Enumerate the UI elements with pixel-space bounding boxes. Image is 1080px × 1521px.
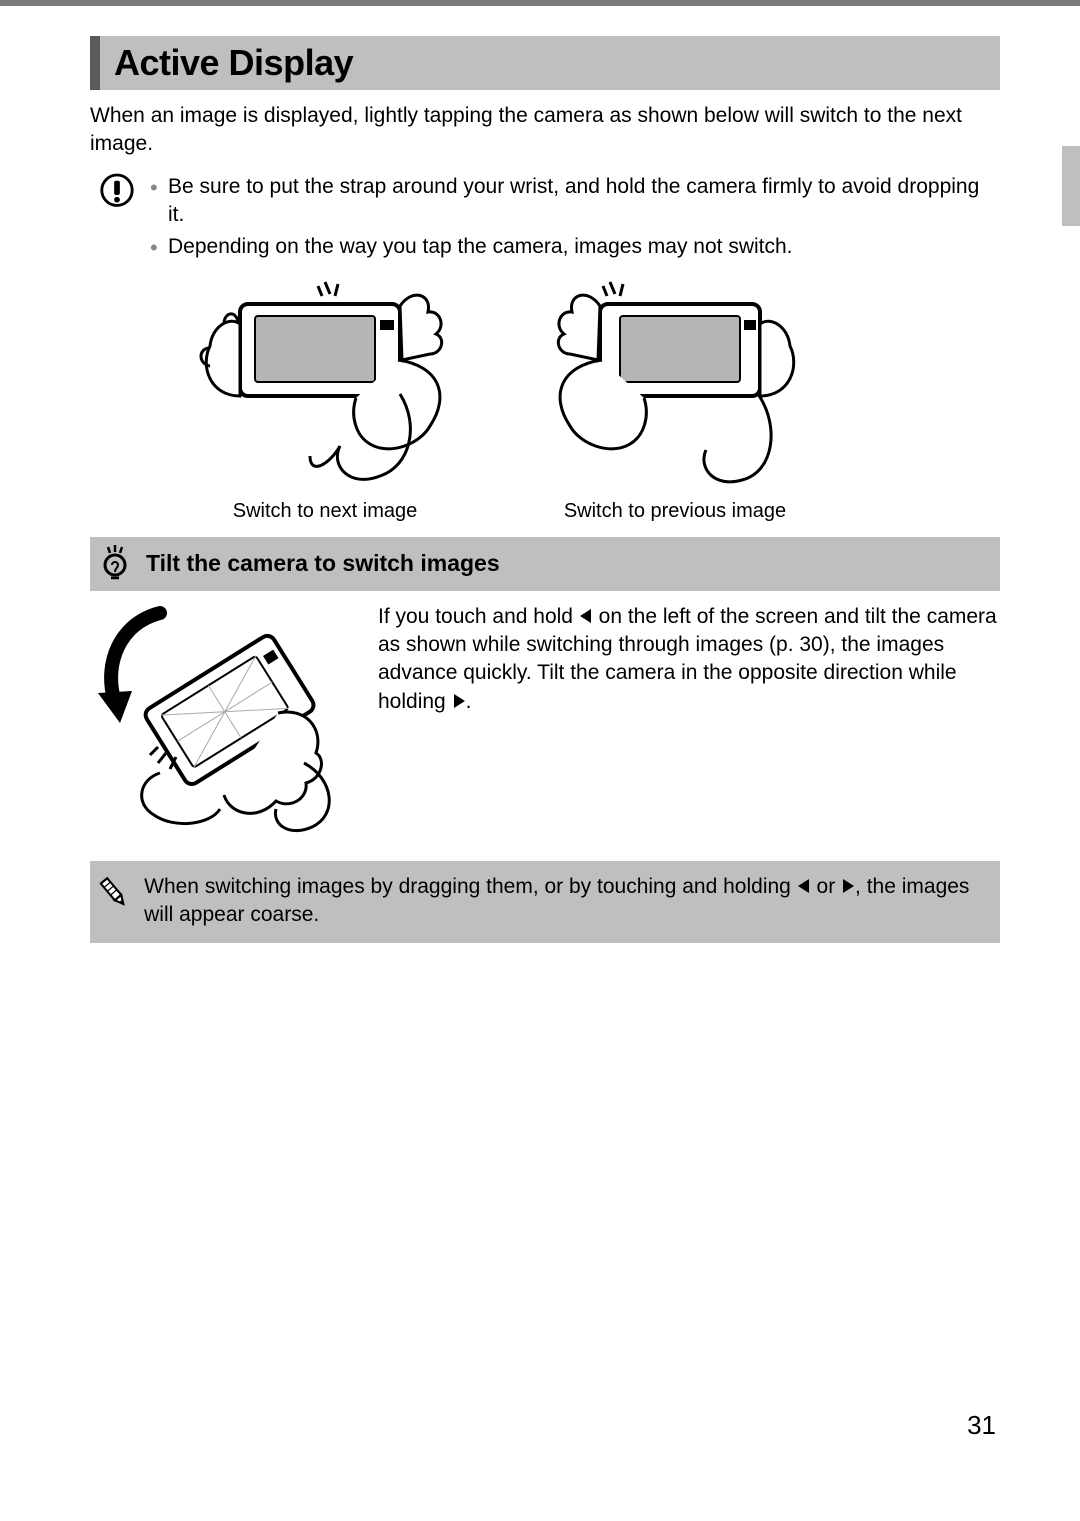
figure-row: Switch to next image Switch to previous … [180,276,1000,523]
caution-block: Be sure to put the strap around your wri… [90,173,1000,266]
left-triangle-icon [579,608,593,624]
tilt-illustration [90,603,350,843]
left-triangle-icon [797,878,811,894]
note-paragraph: When switching images by dragging them, … [144,873,986,930]
page-title: Active Display [114,42,1000,84]
figure-prev: Switch to previous image [530,276,820,523]
hand-tap-left-illustration [530,276,820,496]
note-text-2: or [811,875,841,898]
tilt-text-3: . [466,690,472,713]
hand-tap-right-illustration [180,276,470,496]
figure-next: Switch to next image [180,276,470,523]
right-triangle-icon [452,693,466,709]
subheading-bar: Tilt the camera to switch images [90,537,1000,591]
tilt-paragraph: If you touch and hold on the left of the… [378,603,1000,843]
caution-icon [98,173,136,215]
note-text-1: When switching images by dragging them, … [144,875,797,898]
right-triangle-icon [841,878,855,894]
figure-caption: Switch to previous image [564,500,786,523]
figure-caption: Switch to next image [233,500,418,523]
note-bar: When switching images by dragging them, … [90,861,1000,944]
caution-item: Be sure to put the strap around your wri… [150,173,1000,230]
tilt-section: If you touch and hold on the left of the… [90,603,1000,843]
side-tab [1062,146,1080,226]
section-title-bar: Active Display [90,36,1000,90]
caution-item: Depending on the way you tap the camera,… [150,233,1000,261]
tip-lightbulb-icon [98,545,132,583]
tilt-text-1: If you touch and hold [378,605,579,628]
pencil-note-icon [98,873,128,913]
intro-paragraph: When an image is displayed, lightly tapp… [90,102,1000,159]
caution-list: Be sure to put the strap around your wri… [150,173,1000,266]
page-number: 31 [967,1410,996,1441]
subheading-text: Tilt the camera to switch images [146,550,500,577]
page-content: Active Display When an image is displaye… [0,6,1080,943]
